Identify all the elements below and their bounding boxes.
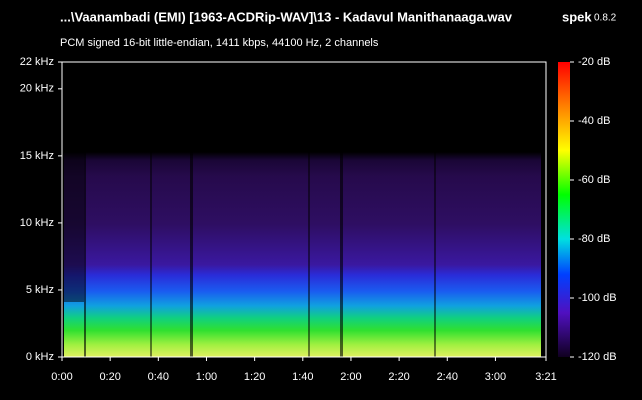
y-tick-label: 5 kHz	[26, 284, 54, 296]
spectrum-fade	[64, 152, 84, 302]
app-version: 0.8.2	[594, 13, 617, 24]
x-tick-label: 2:00	[340, 371, 361, 383]
x-tick-label: 0:20	[99, 371, 120, 383]
y-tick-label: 15 kHz	[20, 150, 54, 162]
x-tick-label: 1:20	[244, 371, 265, 383]
spectrum-gap	[190, 152, 193, 357]
colorbar	[558, 62, 570, 357]
spectrogram	[64, 152, 541, 357]
x-tick-label: 1:40	[292, 371, 313, 383]
plot-frame	[61, 61, 547, 358]
spectrum-gap	[150, 152, 152, 357]
spectrum-gap	[434, 152, 436, 357]
spectrum-gap	[308, 152, 310, 357]
colorbar-tick-label: -40 dB	[578, 115, 610, 127]
x-tick-label: 3:21	[535, 371, 556, 383]
spectrum-gap	[340, 152, 343, 357]
spectrum-gap	[84, 152, 86, 357]
colorbar-tick-label: -20 dB	[578, 56, 610, 68]
subtitle: PCM signed 16-bit little-endian, 1411 kb…	[60, 37, 379, 49]
y-tick-label: 0 kHz	[26, 351, 54, 363]
x-tick-label: 0:40	[148, 371, 169, 383]
x-tick-label: 2:20	[388, 371, 409, 383]
x-tick-label: 0:00	[51, 371, 72, 383]
app-name: spek	[562, 9, 592, 24]
colorbar-tick-label: -80 dB	[578, 233, 610, 245]
y-tick-label: 22 kHz	[20, 56, 54, 68]
x-tick-label: 3:00	[485, 371, 506, 383]
colorbar-tick-label: -120 dB	[578, 351, 617, 363]
y-tick-label: 10 kHz	[20, 217, 54, 229]
file-title: ...\Vaanambadi (EMI) [1963-ACDRip-WAV]\1…	[60, 9, 513, 24]
x-tick-label: 2:40	[437, 371, 458, 383]
y-tick-label: 20 kHz	[20, 83, 54, 95]
colorbar-tick-label: -100 dB	[578, 292, 617, 304]
spectrum-band	[64, 152, 541, 357]
colorbar-tick-label: -60 dB	[578, 174, 610, 186]
x-tick-label: 1:00	[196, 371, 217, 383]
